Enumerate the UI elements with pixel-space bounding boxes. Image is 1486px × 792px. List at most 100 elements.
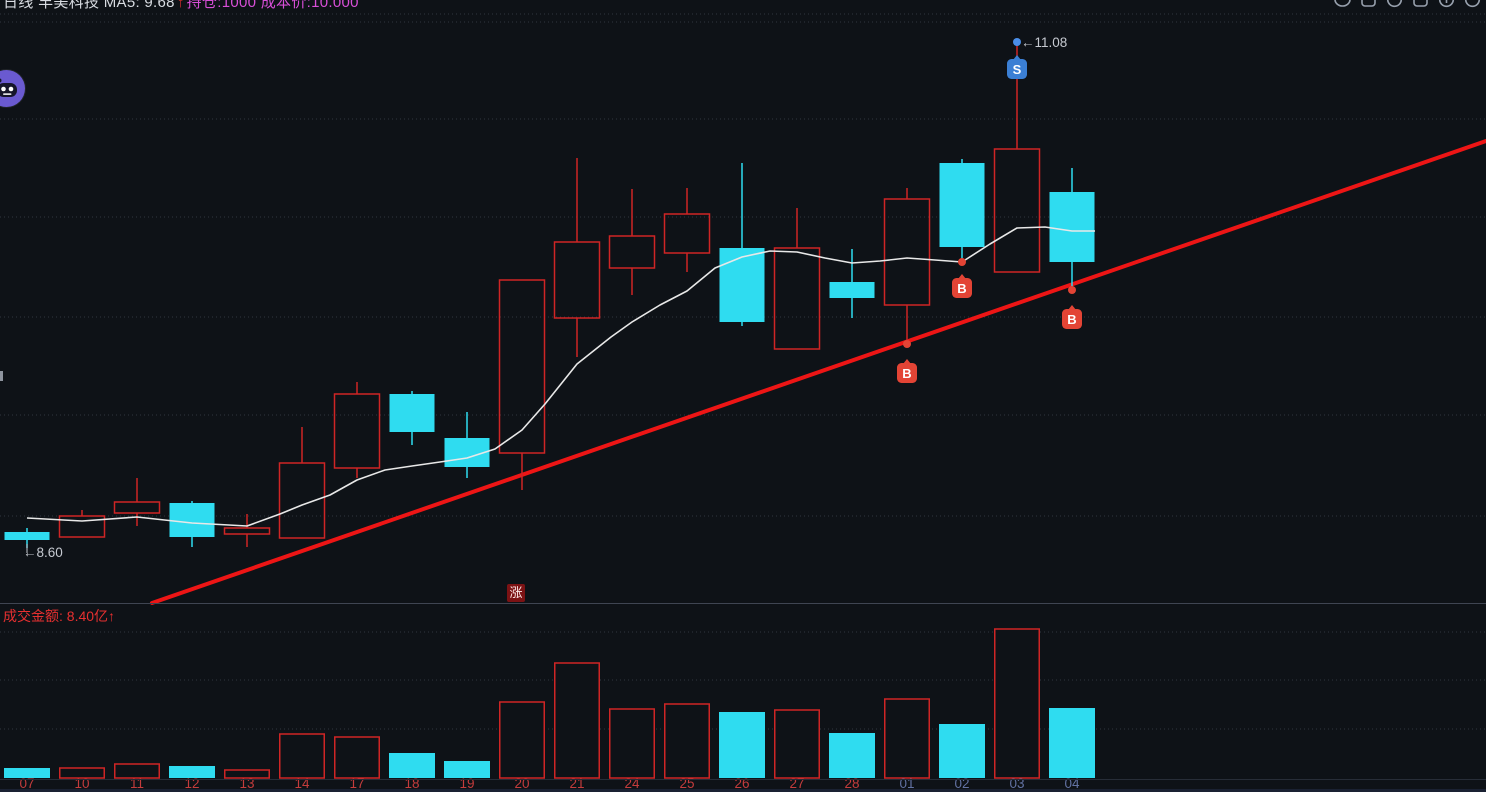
volume-bar-26[interactable]	[719, 712, 765, 778]
badge-letter: B	[1067, 312, 1076, 327]
buy-marker-badge[interactable]: B	[897, 359, 917, 383]
badge-pointer	[1013, 55, 1021, 60]
toolbar-icon-2[interactable]	[1360, 0, 1377, 8]
volume-baseline	[0, 779, 1486, 780]
candle-01[interactable]	[883, 188, 931, 343]
candle-body	[333, 393, 381, 469]
candle-body	[608, 235, 656, 269]
candle-body	[663, 213, 711, 254]
candle-body	[553, 241, 601, 319]
volume-bar-10[interactable]	[59, 767, 105, 779]
volume-bar-02[interactable]	[939, 724, 985, 778]
buy-marker-badge[interactable]: B	[1062, 305, 1082, 329]
candle-body	[113, 501, 161, 514]
candle-28[interactable]	[829, 249, 875, 318]
sell-signal-dot	[1013, 38, 1021, 46]
candle-19[interactable]	[444, 412, 490, 478]
candle-13[interactable]	[223, 514, 271, 547]
candle-body	[4, 532, 50, 540]
pane-separator	[0, 603, 1486, 604]
candle-body	[58, 515, 106, 538]
candle-27[interactable]	[773, 208, 821, 350]
ai-assistant-button[interactable]	[0, 70, 25, 107]
trend-line	[150, 139, 1486, 605]
candle-body	[773, 247, 821, 350]
candle-25[interactable]	[663, 188, 711, 272]
volume-bar-17[interactable]	[334, 736, 380, 779]
volume-bar-04[interactable]	[1049, 708, 1095, 778]
candle-body	[389, 394, 435, 432]
toolbar-icon-4[interactable]	[1412, 0, 1429, 8]
volume-bar-03[interactable]	[994, 628, 1040, 779]
candle-18[interactable]	[389, 391, 435, 445]
period-and-ma-label: 日线 丰美科技 MA5: 9.68	[3, 0, 175, 11]
badge-bg	[897, 363, 917, 383]
chart-header: 日线 丰美科技 MA5: 9.68 ↑ 持仓:1000 成本价:10.000	[3, 0, 359, 12]
robot-icon	[0, 78, 17, 97]
volume-bar-28[interactable]	[829, 733, 875, 778]
volume-bar-25[interactable]	[664, 703, 710, 779]
sell-marker-badge[interactable]: S	[1007, 55, 1027, 79]
volume-bar-11[interactable]	[114, 763, 160, 779]
position-info-label: 持仓:1000 成本价:10.000	[186, 0, 359, 11]
candle-17[interactable]	[333, 382, 381, 478]
badge-letter: S	[1013, 62, 1022, 77]
candle-body	[993, 148, 1041, 273]
volume-bar-24[interactable]	[609, 708, 655, 779]
rise-badge: 涨	[507, 584, 525, 602]
candle-body	[883, 198, 931, 306]
candle-26[interactable]	[719, 163, 765, 326]
volume-bar-18[interactable]	[389, 753, 435, 778]
badge-letter: B	[957, 281, 966, 296]
candle-body	[1049, 192, 1095, 262]
badge-pointer	[958, 274, 966, 279]
candle-21[interactable]	[553, 158, 601, 357]
badge-bg	[1007, 59, 1027, 79]
candle-body	[829, 282, 875, 298]
candle-body	[939, 163, 985, 247]
badge-bg	[952, 278, 972, 298]
volume-bar-21[interactable]	[554, 662, 600, 779]
toolbar	[1334, 0, 1481, 8]
toolbar-icon-6[interactable]	[1464, 0, 1481, 8]
candle-12[interactable]	[169, 501, 215, 547]
volume-bar-20[interactable]	[499, 701, 545, 779]
high-price-label: ←11.08	[1021, 35, 1067, 50]
volume-bar-07[interactable]	[4, 768, 50, 778]
badge-pointer	[903, 359, 911, 364]
candle-body	[223, 527, 271, 535]
candle-02[interactable]	[939, 159, 985, 261]
buy-signal-dot	[958, 258, 966, 266]
buy-signal-dot	[1068, 286, 1076, 294]
volume-bar-12[interactable]	[169, 766, 215, 778]
candle-body	[278, 462, 326, 539]
buy-signal-dot	[903, 340, 911, 348]
badge-pointer	[1068, 305, 1076, 310]
toolbar-icon-3[interactable]	[1386, 0, 1403, 8]
volume-bar-19[interactable]	[444, 761, 490, 778]
candle-04[interactable]	[1049, 168, 1095, 287]
candle-20[interactable]	[498, 279, 546, 490]
candle-body	[169, 503, 215, 537]
toolbar-icon-1[interactable]	[1334, 0, 1351, 8]
bottom-strip	[0, 789, 1486, 792]
candle-body	[719, 248, 765, 322]
buy-marker-badge[interactable]: B	[952, 274, 972, 298]
volume-bar-01[interactable]	[884, 698, 930, 779]
badge-bg	[1062, 309, 1082, 329]
volume-bar-13[interactable]	[224, 769, 270, 779]
volume-bar-14[interactable]	[279, 733, 325, 779]
badge-letter: B	[902, 366, 911, 381]
info-icon[interactable]	[1438, 0, 1455, 8]
volume-bar-27[interactable]	[774, 709, 820, 779]
ma-line	[26, 226, 1095, 527]
candle-10[interactable]	[58, 510, 106, 538]
trend-up-arrow: ↑	[176, 0, 185, 11]
candle-14[interactable]	[278, 427, 326, 539]
turnover-amount-label: 成交金额: 8.40亿↑	[3, 608, 116, 624]
candle-11[interactable]	[113, 478, 161, 526]
candle-24[interactable]	[608, 189, 656, 295]
low-price-label: ←8.60	[23, 545, 63, 560]
